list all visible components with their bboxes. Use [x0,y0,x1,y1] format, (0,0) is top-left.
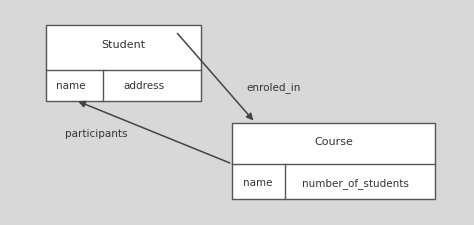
Text: Student: Student [101,40,146,50]
Text: enroled_in: enroled_in [246,82,301,92]
Bar [46,26,201,102]
Text: number_of_students: number_of_students [302,177,409,188]
Text: name: name [243,177,272,187]
Text: address: address [123,81,164,91]
Text: Course: Course [314,136,353,146]
Bar [232,123,435,199]
Text: name: name [56,81,86,91]
Text: participants: participants [64,129,127,139]
